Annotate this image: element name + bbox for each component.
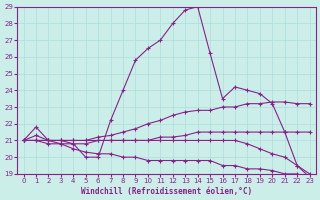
X-axis label: Windchill (Refroidissement éolien,°C): Windchill (Refroidissement éolien,°C)	[81, 187, 252, 196]
